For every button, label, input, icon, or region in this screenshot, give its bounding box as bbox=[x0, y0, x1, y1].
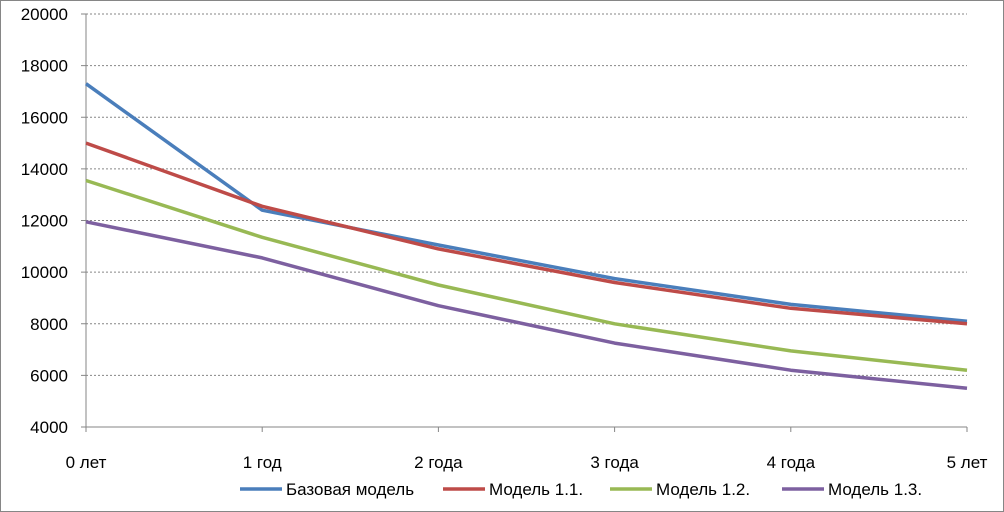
legend-label: Базовая модель bbox=[286, 480, 414, 499]
series-line-1 bbox=[84, 82, 968, 323]
x-tick-label: 1 год bbox=[243, 453, 282, 472]
legend-label: Модель 1.1. bbox=[489, 480, 583, 499]
legend: Базовая модель Модель 1.1. Модель 1.2. Моде… bbox=[240, 480, 922, 499]
legend-label: Модель 1.2. bbox=[656, 480, 750, 499]
y-tick-labels: 4000 6000 8000 10000 12000 14000 16000 18000 200… bbox=[21, 5, 68, 437]
legend-label: Модель 1.3. bbox=[828, 480, 922, 499]
legend-item-1: Базовая модель bbox=[240, 480, 414, 499]
x-tick-label: 5 лет bbox=[947, 453, 988, 472]
y-tick-label: 18000 bbox=[21, 57, 68, 76]
axes bbox=[81, 13, 968, 432]
x-tick-label: 4 года bbox=[767, 453, 816, 472]
y-tick-label: 4000 bbox=[30, 418, 68, 437]
y-tick-label: 14000 bbox=[21, 160, 68, 179]
x-tick-label: 2 года bbox=[414, 453, 463, 472]
y-tick-label: 6000 bbox=[30, 366, 68, 385]
series-line-4 bbox=[85, 220, 968, 391]
x-tick-label: 3 года bbox=[590, 453, 639, 472]
legend-item-4: Модель 1.3. bbox=[782, 480, 922, 499]
legend-item-3: Модель 1.2. bbox=[610, 480, 750, 499]
y-tick-label: 20000 bbox=[21, 5, 68, 24]
series-lines bbox=[84, 82, 968, 391]
x-tick-label: 0 лет bbox=[66, 453, 107, 472]
gridlines bbox=[86, 13, 967, 376]
y-tick-label: 12000 bbox=[21, 212, 68, 231]
y-tick-label: 16000 bbox=[21, 108, 68, 127]
x-tick-labels: 0 лет 1 год 2 года 3 года 4 года 5 лет bbox=[66, 453, 988, 472]
series-line-3 bbox=[85, 178, 968, 372]
legend-item-2: Модель 1.1. bbox=[443, 480, 583, 499]
series-line-2 bbox=[85, 141, 968, 326]
y-tick-label: 10000 bbox=[21, 263, 68, 282]
y-tick-label: 8000 bbox=[30, 315, 68, 334]
